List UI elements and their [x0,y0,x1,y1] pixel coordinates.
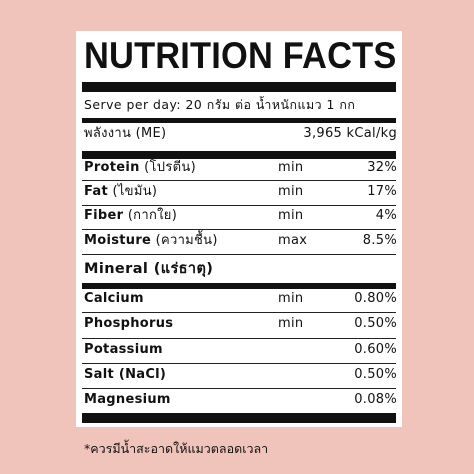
nutrient-qualifier-moisture: max [278,233,308,248]
mineral-heading: Mineral (แร่ธาตุ) [84,261,214,277]
nutrient-name-protein: Protein (โปรตีน) [84,160,196,175]
row-divider [82,312,396,313]
title-divider-bar [82,82,396,92]
mineral-value-magnesium: 0.08% [354,392,397,407]
energy-label: พลังงาน (ME) [84,126,167,141]
mineral-name-salt: Salt (NaCl) [84,367,167,382]
nutrient-qualifier-fiber: min [278,208,304,223]
nutrient-qualifier-protein: min [278,160,304,175]
mineral-name-phosphorus: Phosphorus [84,316,174,331]
row-divider [82,363,396,364]
mineral-value-salt: 0.50% [354,367,397,382]
bottom-divider-bar [82,413,396,423]
row-divider [82,229,396,230]
serve-divider-bar [82,118,396,123]
mineral-value-phosphorus: 0.50% [354,316,397,331]
nutrient-name-fat: Fat (ไขมัน) [84,184,158,199]
row-divider [82,205,396,206]
row-divider [82,338,396,339]
nutrient-value-moisture: 8.5% [362,233,397,248]
mineral-value-potassium: 0.60% [354,342,397,357]
nutrient-name-fiber: Fiber (กากใย) [84,208,178,223]
energy-value: 3,965 kCal/kg [303,126,397,141]
nutrient-qualifier-fat: min [278,184,304,199]
row-divider [82,388,396,389]
nutrient-name-moisture: Moisture (ความชื้น) [84,233,218,248]
mineral-name-potassium: Potassium [84,342,163,357]
mineral-qualifier-phosphorus: min [278,316,304,331]
nutrient-value-fat: 17% [367,184,397,199]
row-divider [82,254,396,255]
mineral-qualifier-calcium: min [278,291,304,306]
row-divider [82,180,396,181]
footnote: *ควรมีน้ำสะอาดให้แมวตลอดเวลา [84,441,269,456]
mineral-name-magnesium: Magnesium [84,392,171,407]
mineral-name-calcium: Calcium [84,291,144,306]
nutrient-value-fiber: 4% [375,208,397,223]
mineral-value-calcium: 0.80% [354,291,397,306]
serve-per-day-text: Serve per day: 20 กรัม ต่อ น้ำหนักแมว 1 … [84,97,356,112]
energy-divider-bar [82,151,396,159]
nutrient-value-protein: 32% [367,160,397,175]
mineral-divider-bar [82,283,396,289]
nutrition-facts-title: NUTRITION FACTS [84,35,397,76]
